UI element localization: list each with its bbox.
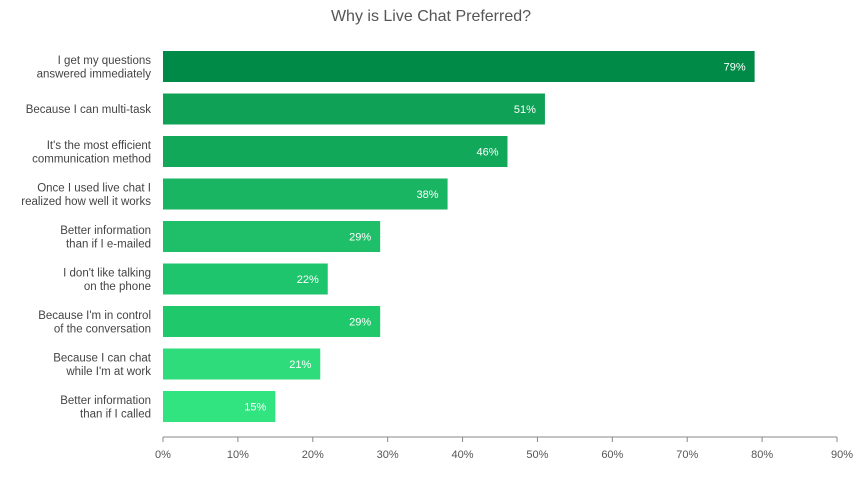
x-tick-label-4: 30%: [377, 449, 399, 461]
category-label-8: Because I can chat while I'm at work: [53, 352, 152, 378]
bar-value-label-6: 22%: [297, 274, 319, 286]
bar-6: [163, 263, 328, 295]
x-tick-label-8: 70%: [676, 449, 698, 461]
x-tick-label-2: 10%: [227, 449, 249, 461]
x-tick-label-1: 0%: [155, 449, 171, 461]
bar-7: [163, 306, 381, 337]
bars-group: 79% 51% 46% 38% 29% 22% 29% 21% 15%: [163, 51, 755, 422]
x-tick-label-3: 20%: [302, 449, 324, 461]
x-tick-label-7: 60%: [601, 449, 623, 461]
category-label-6: I don't like talking on the phone: [63, 267, 151, 293]
chart-title: Why is Live Chat Preferred?: [331, 8, 531, 25]
x-tick-label-6: 50%: [526, 449, 548, 461]
category-label-1: I get my questions answered immediately: [37, 55, 152, 81]
bar-value-label-9: 15%: [244, 402, 266, 414]
category-label-2: Because I can multi-task: [26, 104, 152, 116]
category-labels-group: I get my questions answered immediately Be…: [21, 55, 152, 421]
bar-value-label-5: 29%: [349, 232, 371, 244]
bar-value-label-8: 21%: [289, 359, 311, 371]
bar-1: [163, 51, 755, 82]
bar-value-label-4: 38%: [417, 189, 439, 201]
category-label-5: Better information than if I e-mailed: [60, 225, 151, 251]
bar-3: [163, 136, 508, 167]
bar-9: [163, 391, 276, 422]
x-axis: 0% 10% 20% 30% 40% 50% 60% 70% 80% 90%: [155, 436, 853, 461]
bar-value-label-3: 46%: [476, 147, 498, 159]
bar-2: [163, 93, 545, 125]
bar-value-label-7: 29%: [349, 317, 371, 329]
category-label-9: Better information than if I called: [60, 395, 151, 421]
bar-value-label-1: 79%: [724, 62, 746, 74]
bar-value-label-2: 51%: [514, 104, 536, 116]
x-tick-label-5: 40%: [452, 449, 474, 461]
category-label-3: It's the most efficient communication met…: [32, 140, 152, 166]
category-label-7: Because I'm in control of the conversatio…: [38, 310, 151, 336]
x-tick-label-10: 90%: [831, 449, 853, 461]
x-tick-label-9: 80%: [751, 449, 773, 461]
bar-5: [163, 221, 381, 252]
bar-4: [163, 178, 448, 210]
bar-8: [163, 348, 321, 380]
